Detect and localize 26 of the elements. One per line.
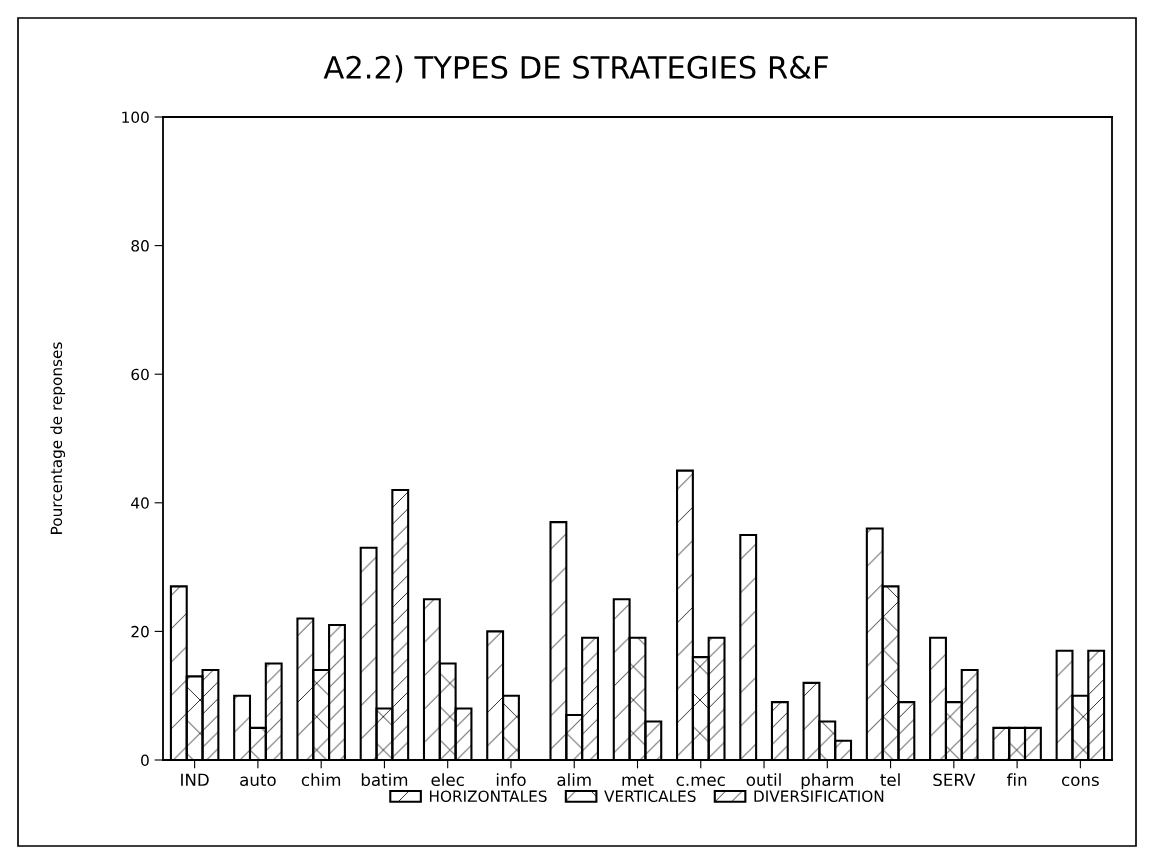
y-tick-label: 40 bbox=[131, 497, 149, 509]
x-tick-label: outil bbox=[746, 773, 781, 787]
y-tick-label: 0 bbox=[141, 754, 149, 767]
x-tick-label: met bbox=[622, 774, 654, 787]
x-tick-label: fin bbox=[1006, 773, 1027, 786]
x-tick-label: IND bbox=[181, 773, 209, 786]
y-tick-label: 100 bbox=[122, 111, 149, 124]
y-axis-title: Pourcentage de reponses bbox=[50, 342, 66, 534]
x-tick-label: SERV bbox=[933, 773, 976, 787]
x-tick-label: c.mec bbox=[676, 776, 725, 787]
x-tick-label: chim bbox=[301, 773, 341, 787]
legend-label: DIVERSIFICATION bbox=[754, 790, 884, 802]
x-tick-label: info bbox=[496, 773, 526, 787]
y-tick-label: 80 bbox=[131, 240, 149, 252]
x-tick-label: cons bbox=[1061, 776, 1099, 787]
x-tick-label: pharm bbox=[801, 773, 853, 790]
x-tick-label: alim bbox=[557, 773, 591, 787]
x-tick-label: auto bbox=[240, 774, 276, 787]
legend-label: HORIZONTALES bbox=[429, 790, 547, 802]
y-tick-label: 20 bbox=[131, 625, 149, 638]
x-tick-label: batim bbox=[361, 773, 408, 787]
legend-label: VERTICALES bbox=[604, 790, 696, 802]
y-tick-label: 60 bbox=[131, 368, 149, 381]
x-tick-label: tel bbox=[880, 773, 900, 787]
chart-title: A2.2) TYPES DE STRATEGIES R&F bbox=[323, 55, 828, 83]
x-tick-label: elec bbox=[431, 773, 464, 787]
